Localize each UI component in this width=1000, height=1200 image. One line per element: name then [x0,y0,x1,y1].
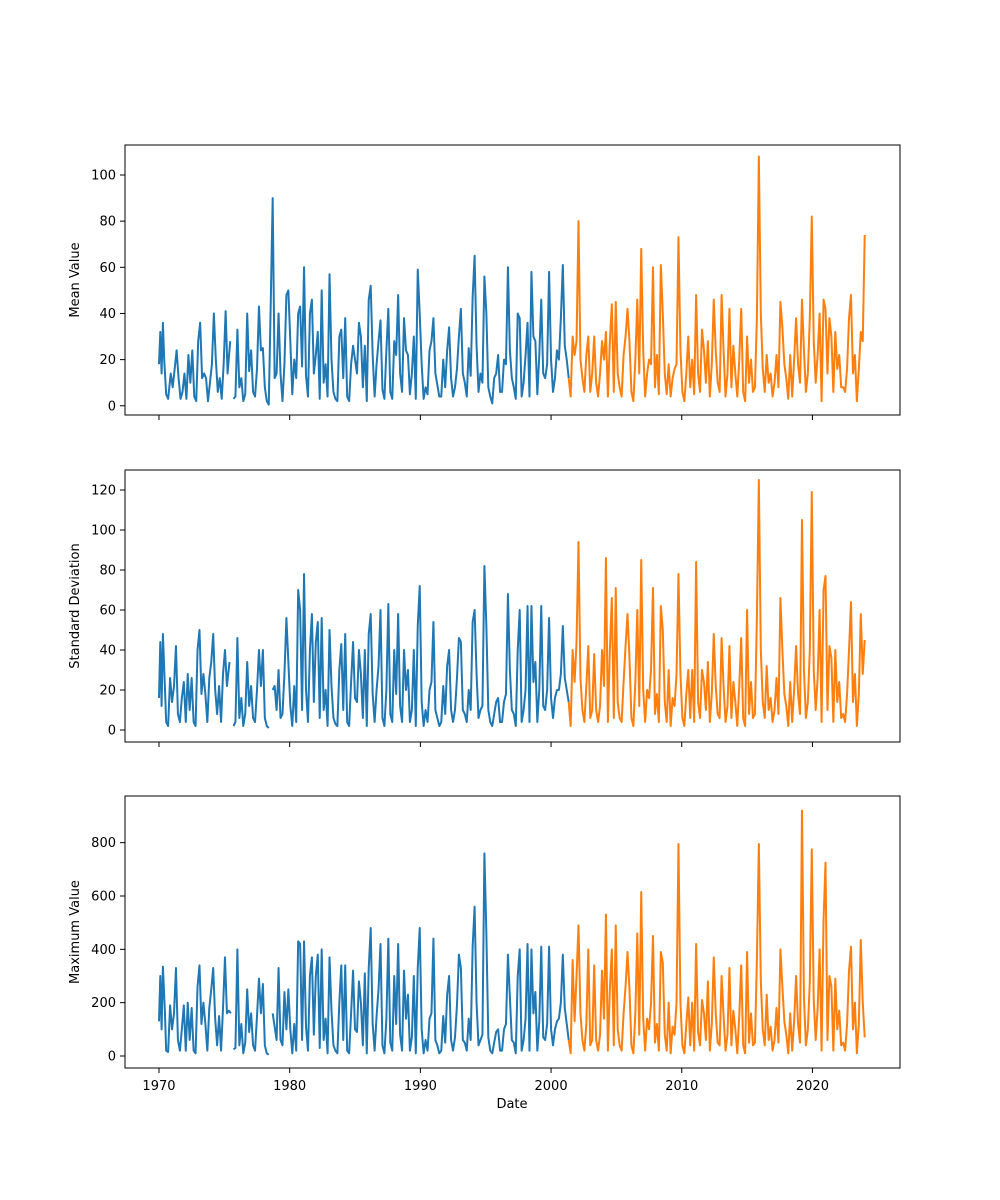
series-line-max-early [157,852,570,1056]
y-tick-label-mean-20: 20 [99,353,116,368]
subplot-max: 0 200 400 600 800 1970 1980 1990 2000 2010 2020 Max… [68,795,901,1094]
series-line-std-late [567,479,866,727]
series-line-max-late [567,809,866,1055]
y-tick-label-std-0: 0 [108,724,116,739]
y-tick-label-max-200: 200 [91,996,116,1011]
plot-frame-std [124,469,901,743]
y-tick-label-mean-0: 0 [108,399,116,414]
x-tick-label-max-2010: 2010 [665,1079,698,1094]
y-tick-label-mean-80: 80 [99,215,116,230]
x-tick-label-max-2020: 2020 [796,1079,829,1094]
subplots-container: 0 20 40 60 80 100 Mean Value 0 20 40 60 80 100 120 Sta… [68,144,901,1094]
series-line-std-early [157,565,570,729]
x-tick-label-max-1970: 1970 [142,1079,175,1094]
plot-frame-mean [124,144,901,416]
x-tick-label-max-2000: 2000 [535,1079,568,1094]
y-tick-label-max-800: 800 [91,836,116,851]
y-tick-label-std-120: 120 [91,484,116,499]
y-tick-label-max-400: 400 [91,943,116,958]
y-tick-label-std-80: 80 [99,564,116,579]
y-axis-label-mean: Mean Value [68,242,83,317]
y-tick-label-std-60: 60 [99,604,116,619]
plot-frame-max [124,795,901,1069]
x-tick-label-max-1990: 1990 [404,1079,437,1094]
series-line-mean-early [157,197,570,406]
y-tick-label-mean-40: 40 [99,307,116,322]
y-tick-label-std-40: 40 [99,644,116,659]
y-tick-label-max-600: 600 [91,890,116,905]
series-line-mean-late [567,155,866,403]
y-tick-label-std-20: 20 [99,684,116,699]
y-axis-label-max: Maximum Value [68,880,83,984]
y-tick-label-mean-60: 60 [99,261,116,276]
y-tick-label-std-100: 100 [91,524,116,539]
y-tick-label-max-0: 0 [108,1050,116,1065]
subplot-std: 0 20 40 60 80 100 120 Standard Deviation [68,469,901,747]
subplot-mean: 0 20 40 60 80 100 Mean Value [68,144,901,420]
y-axis-label-std: Standard Deviation [68,543,83,668]
y-tick-label-mean-100: 100 [91,169,116,184]
x-axis-label: Date [496,1097,527,1112]
x-tick-label-max-1980: 1980 [273,1079,306,1094]
